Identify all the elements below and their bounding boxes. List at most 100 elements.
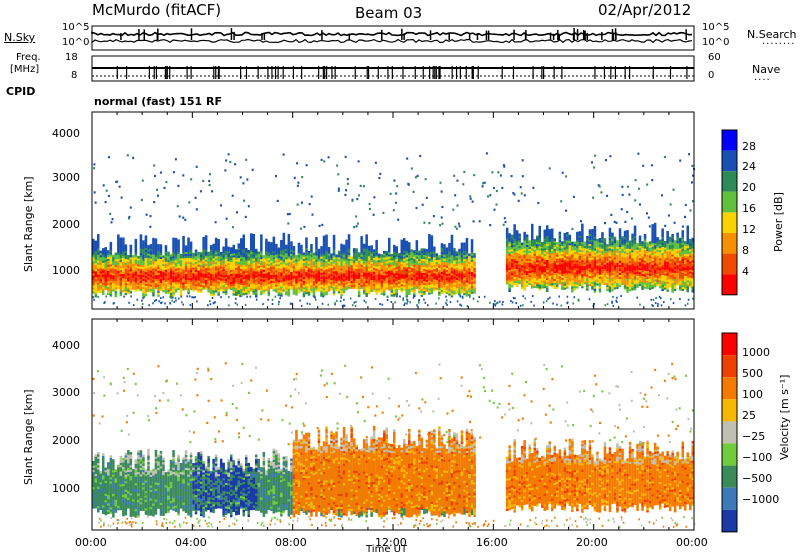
heatmap-cell [303,253,306,256]
heatmap-cell [539,226,542,229]
heatmap-cell [353,248,356,251]
heatmap-cell [401,240,404,243]
heatmap-cell [541,242,544,245]
heatmap-cell [285,245,288,248]
heatmap-cell [388,238,391,241]
heatmap-cell [406,241,409,244]
heatmap-cell [105,247,108,250]
heatmap-cell [446,247,449,250]
heatmap-cell [135,239,138,242]
heatmap-cell [130,245,133,248]
heatmap-cell [308,251,311,254]
heatmap-cell [408,242,411,245]
heatmap-cell [273,237,276,240]
heatmap-cell [363,244,366,247]
heatmap-cell [523,232,526,235]
heatmap-cell [556,242,559,245]
heatmap-cell [574,242,577,245]
heatmap-cell [162,256,165,259]
heatmap-cell [513,224,516,227]
heatmap-cell [313,253,316,256]
heatmap-cell [160,244,163,247]
heatmap-cell [518,234,521,237]
heatmap-cell [403,238,406,241]
heatmap-cell [100,251,103,254]
heatmap-cell [463,243,466,246]
heatmap-cell [280,240,283,243]
heatmap-cell [270,242,273,245]
heatmap-cell [466,238,469,241]
heatmap-cell [421,248,424,251]
heatmap-cell [426,249,429,252]
heatmap-cell [253,234,256,237]
heatmap-cell [245,248,248,251]
heatmap-cell [368,246,371,249]
heatmap-cell [418,251,421,254]
heatmap-cell [328,247,331,250]
heatmap-cell [456,251,459,254]
heatmap-cell [544,230,547,233]
heatmap-cell [604,238,607,241]
heatmap-cell [569,235,572,238]
heatmap-cell [566,232,569,235]
heatmap-cell [443,244,446,247]
heatmap-cell [601,232,604,235]
heatmap-cell [614,237,617,240]
heatmap-cell [471,239,474,242]
heatmap-cell [233,245,236,248]
heatmap-cell [448,243,451,246]
heatmap-cell [581,224,584,227]
heatmap-cell [609,228,612,231]
heatmap-cell [516,230,519,233]
heatmap-cell [185,245,188,248]
heatmap-cell [596,239,599,242]
heatmap-cell [330,254,333,257]
heatmap-cell [375,240,378,243]
heatmap-cell [293,246,296,249]
heatmap-cell [142,240,145,243]
heatmap-cell [182,236,185,239]
heatmap-cell [125,244,128,247]
heatmap-cell [335,255,338,258]
heatmap-cell [393,245,396,248]
heatmap-cell [258,252,261,255]
heatmap-cell [97,234,100,237]
heatmap-cell [107,250,110,253]
heatmap-cell [147,245,150,248]
heatmap-cell [611,233,614,236]
heatmap-cell [325,235,328,238]
heatmap-cell [235,249,238,252]
heatmap-cell [205,235,208,238]
heatmap-cell [546,225,549,228]
heatmap-cell [436,253,439,256]
heatmap-cell [110,242,113,245]
heatmap-cell [230,247,233,250]
heatmap-cell [167,252,170,255]
heatmap-cell [438,255,441,258]
heatmap-cell [200,252,203,255]
heatmap-cell [298,243,301,246]
heatmap-cell [433,247,436,250]
heatmap-cell [508,233,511,236]
heatmap-cell [227,247,230,250]
heatmap-cell [589,229,592,232]
heatmap-cell [295,255,298,258]
heatmap-cell [586,236,589,239]
heatmap-cell [398,253,401,256]
heatmap-cell [554,238,557,241]
heatmap-cell [468,254,471,257]
heatmap-cell [155,239,158,242]
heatmap-cell [120,238,123,241]
heatmap-cell [383,251,386,254]
heatmap-cell [333,235,336,238]
heatmap-cell [278,248,281,251]
heatmap-cell [360,236,363,239]
heatmap-cell [381,254,384,257]
heatmap-cell [238,243,241,246]
heatmap-cell [150,244,153,247]
heatmap-cell [461,243,464,246]
heatmap-cell [157,244,160,247]
heatmap-cell [248,250,251,253]
heatmap-cell [170,254,173,257]
